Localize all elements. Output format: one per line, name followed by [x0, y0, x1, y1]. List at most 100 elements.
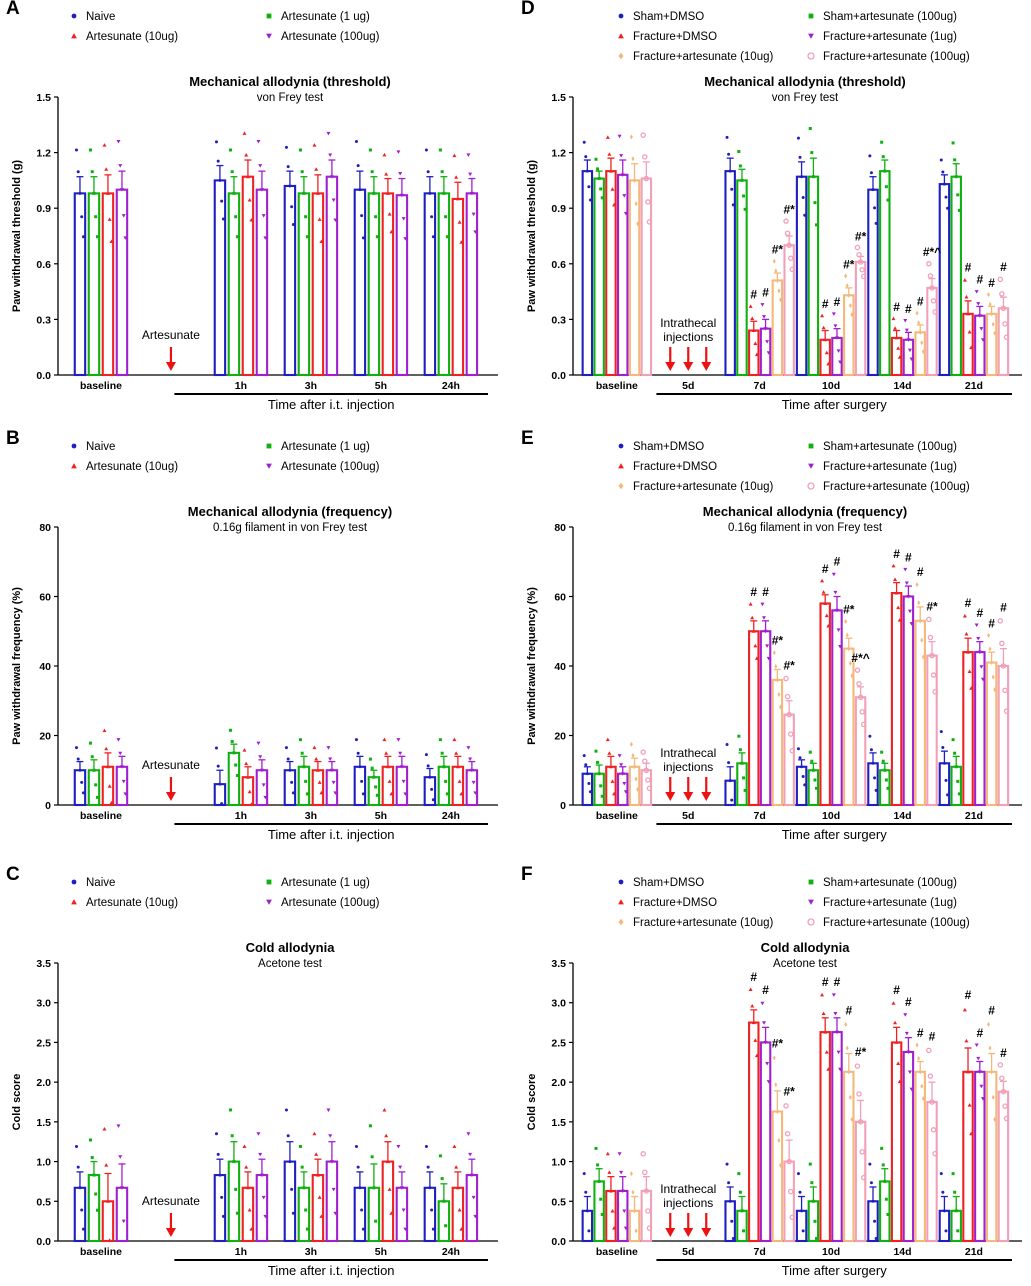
data-point: [859, 1149, 865, 1155]
data-point: [976, 637, 981, 641]
legend-marker: [266, 443, 272, 449]
data-point: [594, 1146, 598, 1150]
data-point: [594, 157, 598, 161]
chart-subtitle: von Frey test: [257, 92, 324, 104]
data-point: [457, 1208, 462, 1212]
data-point: [291, 791, 295, 795]
x-tick-label: 21d: [965, 810, 983, 822]
data-point: [326, 1108, 331, 1112]
data-point: [748, 602, 753, 606]
data-point: [774, 1082, 778, 1088]
data-point: [873, 776, 877, 780]
bar: [902, 338, 915, 377]
data-point: [302, 765, 306, 769]
data-point: [772, 650, 776, 656]
data-point: [748, 987, 753, 992]
data-point: [636, 221, 640, 227]
panel-letter: D: [521, 0, 535, 19]
data-point: [743, 207, 747, 211]
data-point: [821, 590, 826, 594]
data-point: [957, 792, 961, 796]
data-point: [298, 1144, 302, 1148]
data-point: [881, 1163, 885, 1167]
data-point: [906, 338, 911, 342]
data-point: [800, 765, 804, 769]
data-point: [245, 174, 250, 179]
data-point: [95, 1208, 99, 1212]
data-point: [368, 148, 372, 152]
bar: [87, 1174, 101, 1243]
data-point: [738, 748, 742, 752]
data-point: [808, 750, 812, 754]
data-point: [964, 632, 969, 636]
data-point: [382, 737, 387, 742]
bar: [950, 1209, 962, 1243]
bar: [605, 1189, 617, 1243]
data-point: [777, 691, 781, 697]
significance-mark: #*: [783, 1085, 795, 1099]
data-point: [856, 680, 862, 687]
data-point: [730, 1219, 734, 1223]
data-point: [620, 1189, 625, 1193]
data-point: [361, 792, 365, 796]
x-axis-label: Time after surgery: [782, 1263, 887, 1278]
data-point: [967, 330, 972, 334]
y-axis-label: Cold score: [526, 1074, 538, 1131]
data-point: [607, 1170, 612, 1174]
data-point: [300, 170, 304, 174]
data-point: [906, 595, 911, 599]
bar: [902, 595, 915, 807]
bar: [831, 336, 843, 377]
significance-mark: #: [834, 295, 841, 309]
x-axis-label: Time after i.t. injection: [268, 827, 395, 842]
data-point: [256, 139, 261, 144]
data-point: [119, 188, 124, 192]
data-point: [220, 1195, 224, 1199]
arrow-label-line: Intrathecal: [660, 316, 716, 330]
data-point: [597, 1179, 601, 1183]
bar: [87, 769, 101, 807]
bar: [297, 1186, 311, 1243]
legend-label: Sham+DMSO: [633, 441, 704, 453]
data-point: [426, 764, 430, 768]
x-tick-label: 5d: [682, 810, 694, 822]
data-point: [772, 1055, 776, 1061]
legend-marker: [618, 918, 624, 926]
data-point: [305, 1227, 309, 1231]
data-point: [331, 780, 336, 785]
data-point: [629, 1171, 633, 1177]
data-point: [789, 266, 796, 273]
bar: [213, 179, 227, 377]
data-point: [304, 1208, 308, 1212]
data-point: [980, 338, 985, 342]
data-point: [728, 169, 732, 173]
data-point: [623, 790, 628, 794]
bar: [353, 765, 367, 807]
panel-f: F Sham+DMSO Sham+artesunate (100ug) Fractu…: [515, 864, 1025, 1286]
significance-mark: #: [822, 562, 829, 576]
data-point: [850, 673, 854, 679]
y-tick-label: 0: [560, 800, 566, 812]
panel-b: B Naive Artesunate (1 ug) Artesunate (10ug…: [0, 428, 510, 850]
data-point: [904, 328, 909, 333]
chart-title: Cold allodynia: [246, 940, 336, 955]
significance-mark: #: [976, 273, 983, 287]
significance-mark: #: [905, 550, 912, 564]
data-point: [360, 1208, 364, 1212]
data-point: [220, 802, 224, 806]
significance-mark: #: [988, 276, 995, 290]
panel-letter: E: [521, 428, 534, 449]
legend-label: Sham+artesunate (100ug): [823, 441, 957, 453]
data-point: [398, 1165, 403, 1170]
data-point: [633, 177, 637, 183]
data-point: [438, 148, 442, 152]
data-point: [725, 743, 729, 747]
data-point: [396, 150, 401, 154]
data-point: [300, 1165, 304, 1169]
significance-mark: #*: [783, 202, 795, 216]
x-axis-label: Time after i.t. injection: [268, 397, 395, 412]
data-point: [331, 1187, 336, 1192]
x-tick-label: 3h: [305, 1246, 317, 1258]
data-point: [328, 757, 333, 761]
data-point: [800, 1209, 804, 1213]
